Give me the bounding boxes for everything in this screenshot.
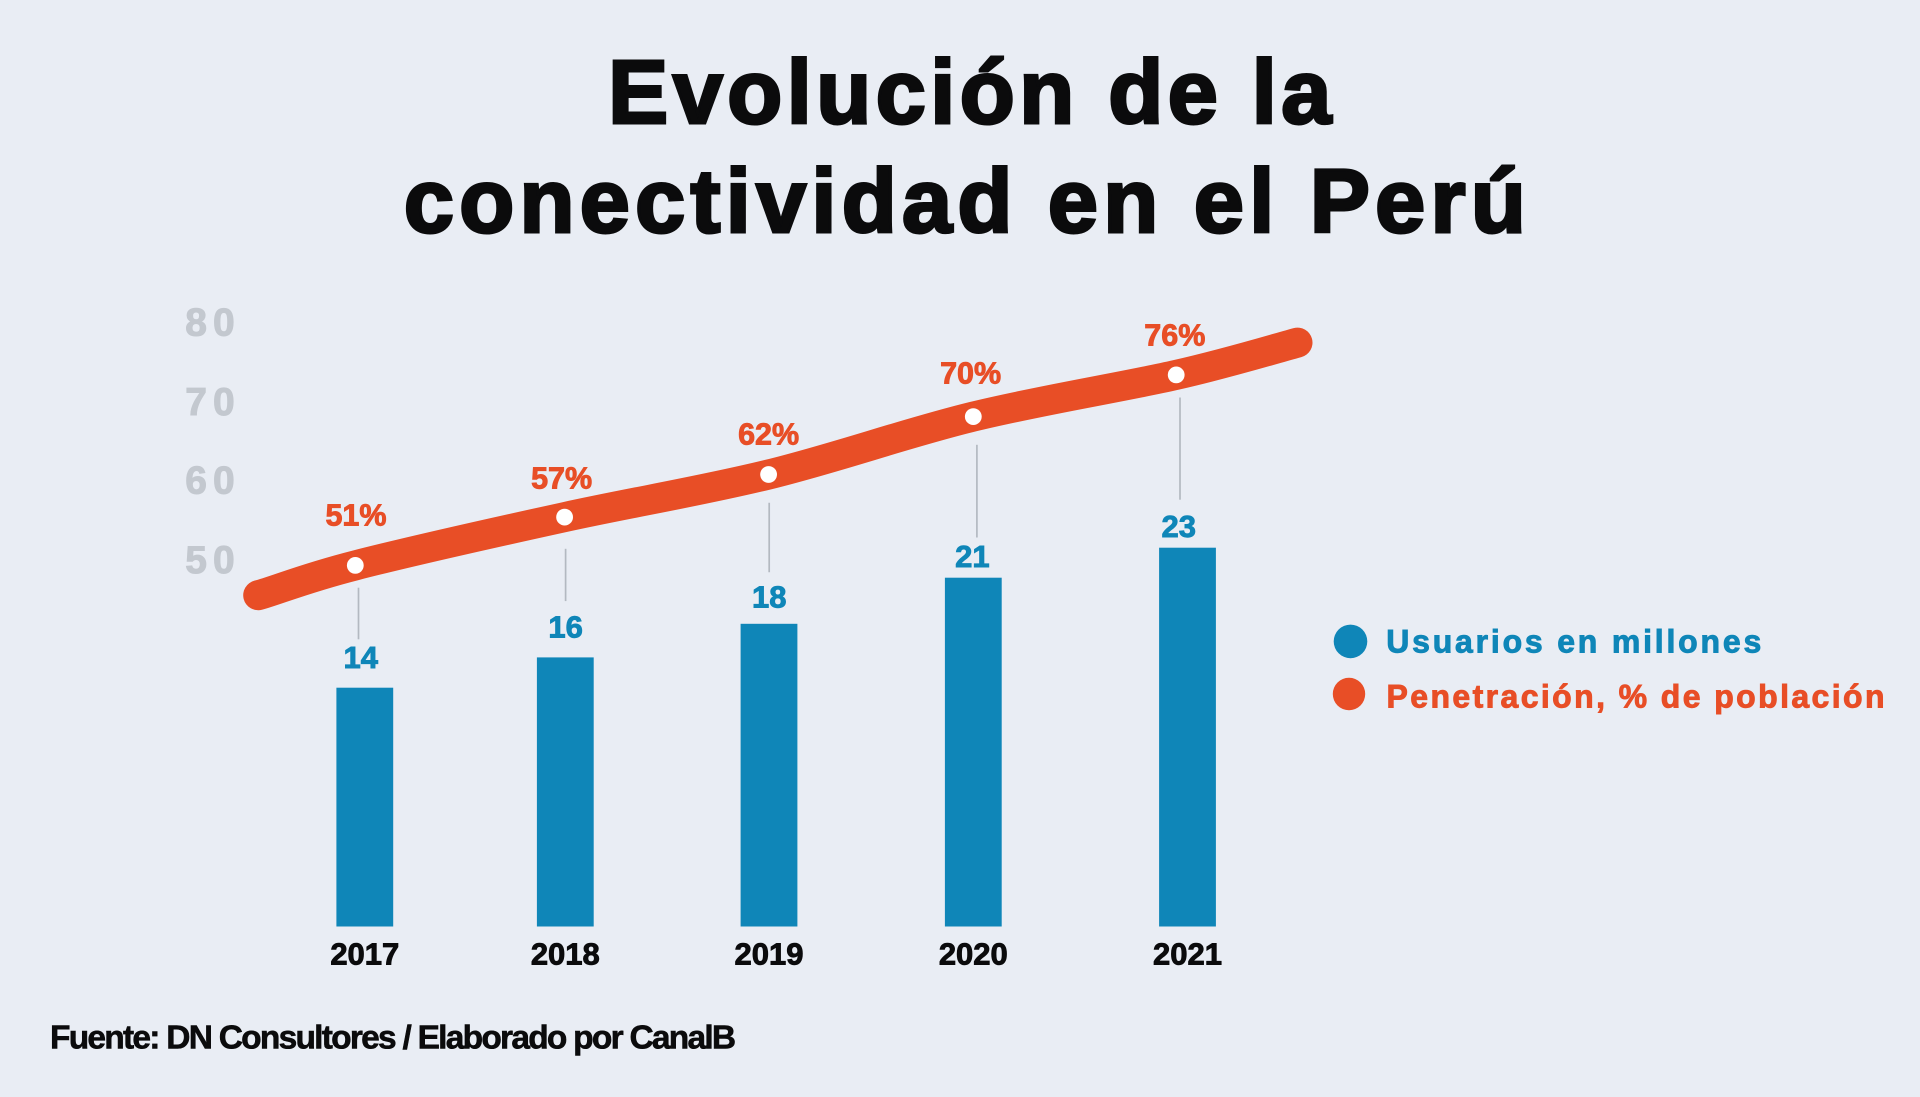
svg-text:70: 70 (185, 381, 240, 424)
svg-text:57%: 57% (531, 462, 592, 496)
svg-text:Evolución de la: Evolución de la (608, 43, 1336, 143)
svg-text:16: 16 (548, 610, 582, 645)
svg-text:conectividad en el Perú: conectividad en el Perú (404, 152, 1531, 252)
svg-text:2019: 2019 (735, 936, 804, 971)
svg-text:23: 23 (1161, 509, 1195, 544)
svg-text:50: 50 (185, 539, 240, 582)
svg-text:14: 14 (343, 640, 378, 675)
svg-text:2020: 2020 (939, 936, 1008, 971)
svg-text:62%: 62% (738, 417, 799, 451)
svg-text:Penetración, % de población: Penetración, % de población (1387, 678, 1887, 714)
svg-text:Fuente: DN Consultores / Elabo: Fuente: DN Consultores / Elaborado por C… (50, 1019, 735, 1056)
svg-text:76%: 76% (1144, 319, 1205, 353)
svg-text:60: 60 (185, 460, 240, 503)
svg-text:21: 21 (955, 539, 989, 574)
svg-text:51%: 51% (325, 499, 386, 533)
svg-text:Usuarios en millones: Usuarios en millones (1386, 624, 1764, 660)
svg-text:18: 18 (752, 580, 786, 615)
svg-text:80: 80 (185, 301, 240, 344)
svg-text:2021: 2021 (1153, 936, 1222, 971)
svg-text:2017: 2017 (330, 936, 399, 971)
svg-text:70%: 70% (940, 356, 1001, 390)
svg-text:2018: 2018 (531, 936, 600, 971)
